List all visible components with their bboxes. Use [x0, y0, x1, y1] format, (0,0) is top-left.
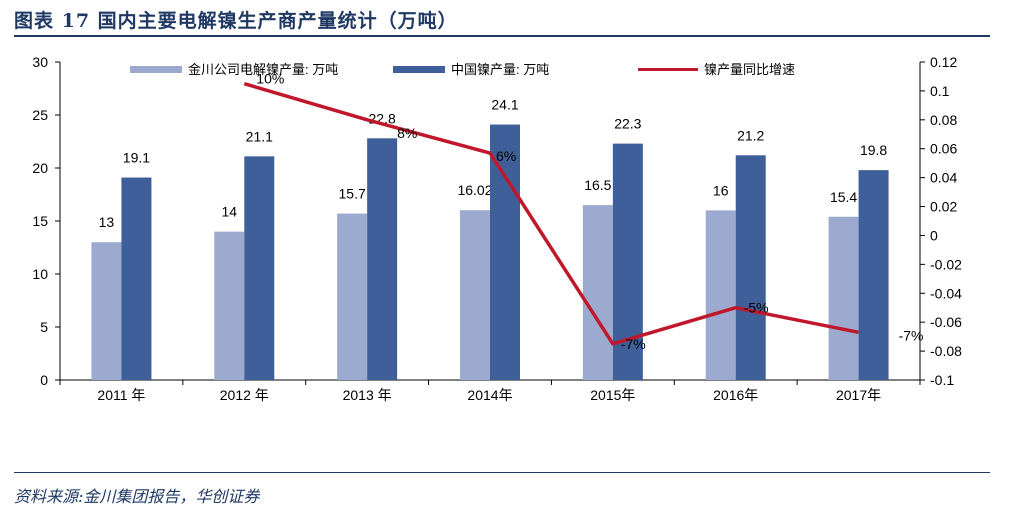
growth-line-layer: 10% 8% 6% -7% -5% -7%: [243, 71, 924, 352]
china-bar: [244, 156, 275, 380]
footer-divider: [14, 472, 990, 473]
legend-jinchuan-label: 金川公司电解镍产量: 万吨: [188, 62, 338, 77]
china-bar: [367, 138, 398, 380]
jinchuan-bar-data-label: 16.5: [584, 177, 611, 193]
legend-china-label: 中国镍产量: 万吨: [451, 62, 549, 77]
china-bar: [490, 124, 520, 380]
chart-title: 图表 17 国内主要电解镍生产商产量统计（万吨）: [14, 10, 458, 32]
right-y-tick-label: -0.06: [930, 314, 962, 330]
growth-data-label: -7%: [621, 336, 646, 352]
growth-data-label: 8%: [397, 125, 417, 141]
chart-axes: 0 5 10 15 20 25 30 -0.1 -0.08 -0.06 -0.04 -0.02 0 0.0…: [32, 54, 962, 403]
jinchuan-bar: [828, 216, 859, 380]
legend-growth-label: 镍产量同比增速: [704, 62, 795, 77]
jinchuan-bar-data-label: 16.02: [457, 182, 492, 198]
left-y-tick-label: 25: [32, 107, 48, 123]
left-y-tick-label: 15: [32, 213, 48, 229]
china-bar: [121, 177, 152, 380]
x-tick-label: 2015年: [590, 387, 635, 403]
right-y-tick-label: 0.12: [930, 54, 957, 70]
x-tick-label: 2017年: [836, 387, 881, 403]
jinchuan-bar-data-label: 16: [713, 182, 729, 198]
jinchuan-bar-data-label: 15.4: [830, 189, 857, 205]
china-bar-data-label: 22.3: [614, 116, 641, 132]
right-y-tick-label: 0.1: [930, 83, 950, 99]
right-y-tick-label: 0.04: [930, 170, 957, 186]
right-y-tick-label: 0.06: [930, 141, 957, 157]
jinchuan-bar: [337, 213, 368, 380]
chart-legend: 金川公司电解镍产量: 万吨 中国镍产量: 万吨 镍产量同比增速: [130, 62, 795, 77]
china-bar: [858, 170, 889, 380]
jinchuan-bar: [91, 242, 122, 380]
growth-data-label: 6%: [496, 148, 516, 164]
source-note: 资料来源:金川集团报告，华创证券: [14, 487, 260, 506]
jinchuan-bar-data-label: 15.7: [339, 186, 366, 202]
right-y-tick-label: -0.04: [930, 285, 962, 301]
growth-data-label: -7%: [899, 327, 924, 343]
china-bar-data-label: 21.1: [246, 128, 273, 144]
x-tick-label: 2016年: [713, 387, 758, 403]
jinchuan-bar: [460, 210, 490, 380]
left-y-tick-label: 10: [32, 266, 48, 282]
nickel-production-chart: 0 5 10 15 20 25 30 -0.1 -0.08 -0.06 -0.04 -0.02 0 0.0…: [32, 54, 962, 403]
growth-line: [243, 82, 859, 346]
jinchuan-bar: [214, 231, 245, 380]
left-y-tick-label: 20: [32, 160, 48, 176]
legend-china-swatch: [393, 66, 445, 73]
growth-data-label: 10%: [256, 71, 284, 87]
right-y-tick-label: 0.02: [930, 199, 957, 215]
growth-data-label: -5%: [744, 300, 769, 316]
right-y-tick-label: -0.08: [930, 343, 962, 359]
x-tick-label: 2014年: [467, 387, 512, 403]
legend-jinchuan-swatch: [130, 66, 182, 73]
china-bar-data-label: 21.2: [737, 127, 764, 143]
x-tick-label: 2011 年: [97, 387, 145, 403]
left-y-tick-label: 30: [32, 54, 48, 70]
title-divider: [14, 35, 990, 37]
right-y-tick-label: 0: [930, 227, 938, 243]
china-bar-data-label: 19.1: [123, 150, 150, 166]
jinchuan-bar: [705, 210, 736, 380]
china-bar-data-label: 24.1: [491, 97, 518, 113]
china-bar: [735, 155, 766, 380]
jinchuan-bar-data-label: 14: [221, 204, 237, 220]
right-y-tick-label: -0.02: [930, 256, 962, 272]
left-y-tick-label: 5: [40, 319, 48, 335]
x-tick-label: 2012 年: [220, 387, 269, 403]
left-y-tick-label: 0: [40, 372, 48, 388]
right-y-tick-label: -0.1: [930, 372, 954, 388]
jinchuan-bar: [582, 205, 613, 380]
right-y-tick-label: 0.08: [930, 112, 957, 128]
jinchuan-bar-data-label: 13: [99, 214, 115, 230]
china-bar-data-label: 19.8: [860, 142, 887, 158]
x-tick-label: 2013 年: [343, 387, 392, 403]
